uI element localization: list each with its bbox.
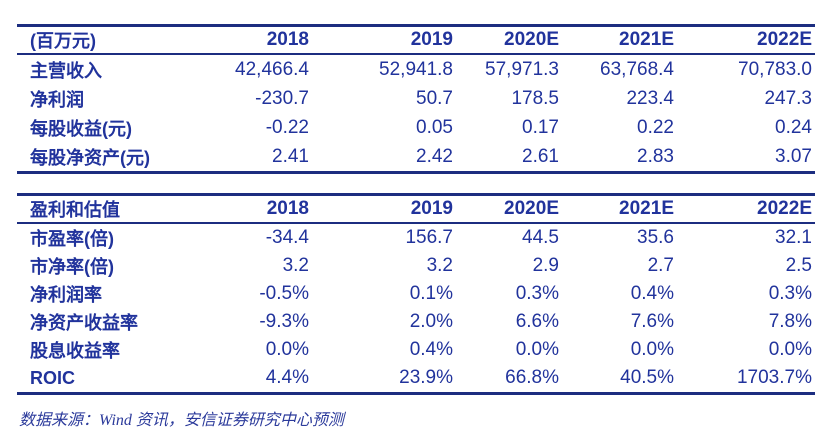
value-cell: 1703.7% bbox=[736, 367, 812, 388]
value-cell: 23.9% bbox=[399, 367, 453, 388]
valuation-table: 盈利和估值 2018 2019 2020E 2021E 2022E 市盈率(倍)… bbox=[17, 193, 815, 395]
year-header-2018: 2018 bbox=[266, 198, 309, 219]
value-cell: -0.5% bbox=[259, 283, 309, 304]
table-row-pe: 市盈率(倍) -34.4 156.7 44.5 35.6 32.1 bbox=[17, 223, 815, 252]
value-cell: 2.0% bbox=[409, 311, 453, 332]
value-cell: 0.05 bbox=[416, 116, 453, 138]
value-cell: -0.22 bbox=[265, 116, 309, 138]
row-label: ROIC bbox=[30, 367, 75, 388]
row-label: 市盈率(倍) bbox=[30, 229, 114, 249]
value-cell: 0.0% bbox=[630, 339, 674, 360]
table-row-roic: ROIC 4.4% 23.9% 66.8% 40.5% 1703.7% bbox=[17, 364, 815, 394]
year-header-2022e: 2022E bbox=[757, 198, 812, 219]
table-row-roe: 净资产收益率 -9.3% 2.0% 6.6% 7.6% 7.8% bbox=[17, 308, 815, 336]
financial-summary-table: (百万元) 2018 2019 2020E 2021E 2022E 主营收入 4… bbox=[17, 24, 815, 174]
value-cell: -9.3% bbox=[259, 311, 309, 332]
value-cell: 0.1% bbox=[409, 283, 453, 304]
year-header-2022e: 2022E bbox=[757, 29, 812, 50]
value-cell: 156.7 bbox=[405, 227, 453, 248]
value-cell: 223.4 bbox=[626, 87, 674, 109]
row-label: 净资产收益率 bbox=[30, 313, 138, 333]
value-cell: 66.8% bbox=[505, 367, 559, 388]
value-cell: 0.4% bbox=[409, 339, 453, 360]
data-source-note: 数据来源：Wind 资讯，安信证券研究中心预测 bbox=[19, 412, 344, 429]
value-cell: 0.17 bbox=[522, 116, 559, 138]
value-cell: 32.1 bbox=[775, 227, 812, 248]
value-cell: 0.0% bbox=[265, 339, 309, 360]
value-cell: -34.4 bbox=[265, 227, 309, 248]
unit-header-cell: (百万元) bbox=[30, 31, 96, 51]
value-cell: 70,783.0 bbox=[738, 58, 812, 80]
table-row-net-profit: 净利润 -230.7 50.7 178.5 223.4 247.3 bbox=[17, 84, 815, 113]
row-label: 主营收入 bbox=[30, 60, 102, 81]
value-cell: 52,941.8 bbox=[379, 58, 453, 80]
year-header-2019: 2019 bbox=[410, 29, 453, 50]
value-cell: 0.3% bbox=[768, 283, 812, 304]
year-header-2021e: 2021E bbox=[619, 29, 674, 50]
row-label: 每股收益(元) bbox=[30, 118, 132, 139]
value-cell: 42,466.4 bbox=[235, 58, 309, 80]
row-label: 每股净资产(元) bbox=[30, 147, 150, 168]
table-row-net-margin: 净利润率 -0.5% 0.1% 0.3% 0.4% 0.3% bbox=[17, 280, 815, 308]
value-cell: 2.9 bbox=[532, 255, 559, 276]
value-cell: 3.07 bbox=[775, 145, 812, 167]
table-row-dividend-yield: 股息收益率 0.0% 0.4% 0.0% 0.0% 0.0% bbox=[17, 336, 815, 364]
table-gap bbox=[17, 174, 815, 193]
valuation-title-cell: 盈利和估值 bbox=[30, 200, 120, 220]
value-cell: 7.6% bbox=[630, 311, 674, 332]
value-cell: -230.7 bbox=[255, 87, 309, 109]
year-header-2020e: 2020E bbox=[504, 29, 559, 50]
row-label: 净利润 bbox=[30, 89, 84, 110]
value-cell: 50.7 bbox=[416, 87, 453, 109]
value-cell: 3.2 bbox=[282, 255, 309, 276]
value-cell: 57,971.3 bbox=[485, 58, 559, 80]
year-header-2020e: 2020E bbox=[504, 198, 559, 219]
value-cell: 178.5 bbox=[511, 87, 559, 109]
report-table-block: (百万元) 2018 2019 2020E 2021E 2022E 主营收入 4… bbox=[17, 24, 815, 430]
value-cell: 0.24 bbox=[775, 116, 812, 138]
value-cell: 44.5 bbox=[522, 227, 559, 248]
value-cell: 2.41 bbox=[272, 145, 309, 167]
value-cell: 3.2 bbox=[426, 255, 453, 276]
year-header-2019: 2019 bbox=[410, 198, 453, 219]
value-cell: 2.83 bbox=[637, 145, 674, 167]
value-cell: 0.22 bbox=[637, 116, 674, 138]
row-label: 市净率(倍) bbox=[30, 257, 114, 277]
value-cell: 6.6% bbox=[515, 311, 559, 332]
value-cell: 4.4% bbox=[265, 367, 309, 388]
value-cell: 0.3% bbox=[515, 283, 559, 304]
value-cell: 2.42 bbox=[416, 145, 453, 167]
table-row-bvps: 每股净资产(元) 2.41 2.42 2.61 2.83 3.07 bbox=[17, 142, 815, 173]
year-header-2021e: 2021E bbox=[619, 198, 674, 219]
value-cell: 2.7 bbox=[647, 255, 674, 276]
table-row-revenue: 主营收入 42,466.4 52,941.8 57,971.3 63,768.4… bbox=[17, 54, 815, 84]
value-cell: 35.6 bbox=[637, 227, 674, 248]
valuation-table-header-row: 盈利和估值 2018 2019 2020E 2021E 2022E bbox=[17, 195, 815, 223]
value-cell: 0.0% bbox=[768, 339, 812, 360]
table-row-eps: 每股收益(元) -0.22 0.05 0.17 0.22 0.24 bbox=[17, 113, 815, 142]
value-cell: 63,768.4 bbox=[600, 58, 674, 80]
row-label: 净利润率 bbox=[30, 285, 102, 305]
table-row-pb: 市净率(倍) 3.2 3.2 2.9 2.7 2.5 bbox=[17, 252, 815, 280]
row-label: 股息收益率 bbox=[30, 341, 120, 361]
value-cell: 2.5 bbox=[785, 255, 812, 276]
value-cell: 0.4% bbox=[630, 283, 674, 304]
value-cell: 2.61 bbox=[522, 145, 559, 167]
value-cell: 7.8% bbox=[768, 311, 812, 332]
value-cell: 40.5% bbox=[620, 367, 674, 388]
value-cell: 247.3 bbox=[764, 87, 812, 109]
year-header-2018: 2018 bbox=[266, 29, 309, 50]
financial-table-header-row: (百万元) 2018 2019 2020E 2021E 2022E bbox=[17, 26, 815, 54]
value-cell: 0.0% bbox=[515, 339, 559, 360]
